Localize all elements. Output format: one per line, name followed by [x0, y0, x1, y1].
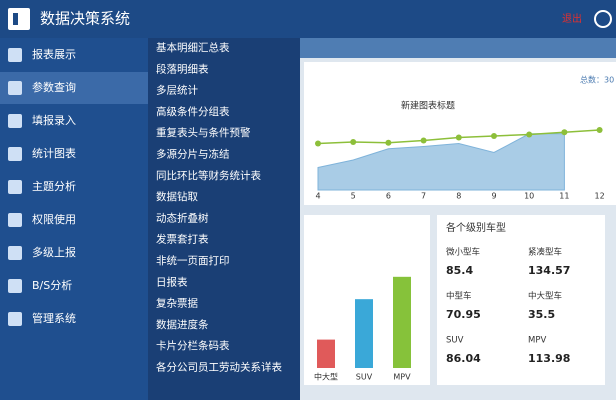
point	[526, 131, 533, 138]
cards-panel	[437, 215, 605, 385]
top-bar	[0, 0, 616, 38]
card-label: MPV	[528, 336, 546, 346]
submenu-item[interactable]: 数据进度条	[156, 318, 209, 331]
point	[561, 129, 568, 136]
submenu-item[interactable]: 日报表	[156, 275, 188, 288]
card-value: 134.57	[528, 264, 570, 277]
sidebar-icon	[8, 180, 22, 194]
sidebar-item[interactable]: 主题分析	[32, 179, 76, 193]
x-tick-label: 11	[559, 192, 569, 201]
sidebar-icon	[8, 48, 22, 62]
sidebar-icon	[8, 81, 22, 95]
logo-mark	[13, 13, 18, 25]
area	[317, 133, 565, 191]
chart-title: 新建图表标题	[401, 100, 455, 112]
submenu-item[interactable]: 各分公司员工劳动关系详表	[156, 361, 282, 374]
bar	[355, 299, 373, 368]
sidebar-item[interactable]: 多级上报	[32, 245, 76, 259]
sidebar-item[interactable]: 填报录入	[32, 113, 76, 127]
sidebar-item[interactable]: 参数查询	[32, 80, 76, 94]
submenu-item[interactable]: 发票套打表	[156, 233, 209, 246]
card-value: 70.95	[446, 308, 481, 321]
total: 总数：30	[580, 75, 614, 85]
sidebar-item[interactable]: 报表展示	[32, 47, 76, 61]
card-value: 85.4	[446, 264, 473, 277]
bar	[317, 339, 335, 368]
sidebar-icon	[8, 213, 22, 227]
sidebar-item[interactable]: B/S分析	[32, 278, 72, 292]
card-label: 中型车	[446, 291, 472, 302]
point	[596, 127, 603, 133]
bar	[393, 276, 411, 368]
point	[420, 137, 427, 144]
point	[455, 134, 462, 141]
submenu-item[interactable]: 重复表头与条件预警	[156, 126, 251, 139]
point	[491, 133, 497, 139]
sidebar-icon	[8, 279, 22, 293]
submenu-item[interactable]: 多源分片与冻结	[156, 148, 230, 161]
sidebar-item[interactable]: 管理系统	[32, 311, 76, 325]
point	[385, 139, 392, 146]
point	[350, 139, 357, 145]
sidebar-item[interactable]: 统计图表	[32, 146, 76, 160]
submenu-item[interactable]: 动态折叠树	[156, 211, 209, 224]
submenu-item[interactable]: 非统一页面打印	[156, 254, 230, 267]
bar-label: 中大型	[314, 372, 338, 382]
card-value: 35.5	[528, 308, 555, 321]
card-label: 紧凑型车	[528, 247, 562, 258]
submenu-item[interactable]: 基本明细汇总表	[156, 41, 230, 54]
sidebar-icon	[8, 147, 22, 161]
card-value: 86.04	[446, 352, 481, 365]
submenu-item[interactable]: 复杂票据	[156, 297, 198, 310]
sidebar-icon	[8, 312, 22, 326]
logout[interactable]: 退出	[562, 12, 582, 25]
x-tick-label: 10	[524, 192, 534, 201]
submenu-item[interactable]: 卡片分栏条码表	[156, 339, 230, 352]
content-band	[300, 38, 616, 58]
card-label: 微小型车	[446, 247, 480, 258]
power-icon[interactable]	[594, 10, 612, 28]
submenu	[148, 38, 300, 400]
bar-label: MPV	[393, 373, 411, 382]
sidebar-icon	[8, 114, 22, 128]
x-tick-label: 8	[456, 192, 461, 201]
sidebar-item[interactable]: 权限使用	[32, 213, 76, 226]
submenu-item[interactable]: 多层统计	[156, 84, 198, 97]
submenu-item[interactable]: 段落明细表	[156, 62, 209, 75]
x-tick-label: 4	[315, 192, 320, 201]
app-title: 数据决策系统	[40, 10, 130, 28]
sidebar-icon	[8, 246, 22, 260]
cards-title: 各个级别车型	[446, 221, 506, 234]
x-tick-label: 5	[351, 192, 356, 201]
x-tick-label: 7	[421, 192, 426, 201]
card-label: 中大型车	[528, 291, 562, 302]
submenu-item[interactable]: 同比环比等财务统计表	[156, 169, 261, 182]
x-tick-label: 12	[595, 192, 605, 201]
sidebar-active	[0, 72, 148, 104]
submenu-item[interactable]: 数据钻取	[156, 190, 198, 203]
submenu-item[interactable]: 高级条件分组表	[156, 105, 230, 118]
card-label: SUV	[446, 336, 464, 346]
x-tick-label: 9	[491, 192, 496, 201]
logo	[8, 8, 30, 30]
bar-label: SUV	[356, 373, 373, 382]
x-tick-label: 6	[386, 192, 391, 201]
card-value: 113.98	[528, 352, 570, 365]
point	[315, 140, 321, 147]
